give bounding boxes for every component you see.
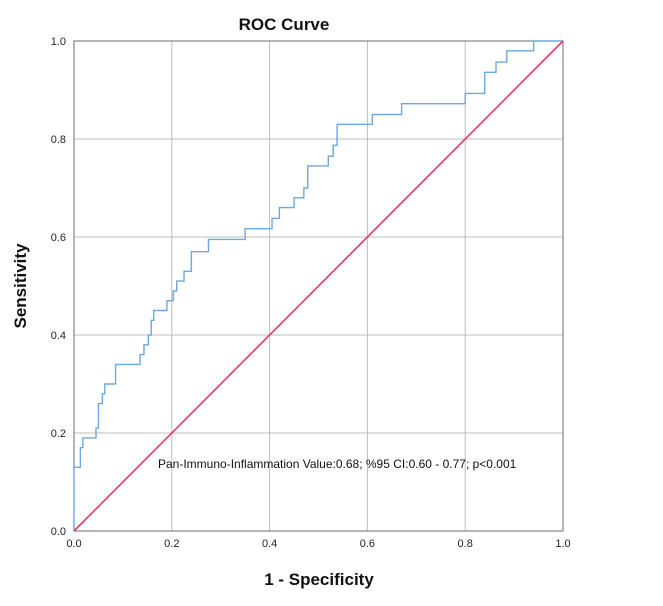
x-tick-label: 0.6 (360, 538, 375, 550)
y-tick-label: 1.0 (51, 36, 66, 48)
x-axis-ticks: 0.0 0.2 0.4 0.6 0.8 1.0 (66, 538, 570, 550)
x-tick-label: 0.8 (458, 538, 473, 550)
y-axis-label: Sensitivity (11, 243, 30, 329)
x-tick-label: 0.2 (164, 538, 179, 550)
x-tick-label: 0.0 (66, 538, 81, 550)
x-tick-label: 1.0 (555, 538, 570, 550)
annotation-text: Pan-Immuno-Inflammation Value:0.68; %95 … (158, 457, 517, 471)
y-tick-label: 0.8 (51, 134, 66, 146)
y-tick-label: 0.6 (51, 232, 66, 244)
reference-diagonal-line (73, 40, 564, 532)
series-layer (73, 40, 564, 532)
y-axis-ticks: 0.0 0.2 0.4 0.6 0.8 1.0 (51, 36, 66, 538)
chart-title: ROC Curve (239, 15, 330, 34)
y-tick-label: 0.4 (51, 330, 66, 342)
plot-frame (73, 40, 564, 532)
x-tick-label: 0.4 (262, 538, 277, 550)
x-axis-label: 1 - Specificity (264, 570, 374, 589)
roc-curve-line (73, 40, 563, 531)
y-tick-label: 0.0 (51, 526, 66, 538)
y-tick-label: 0.2 (51, 428, 66, 440)
